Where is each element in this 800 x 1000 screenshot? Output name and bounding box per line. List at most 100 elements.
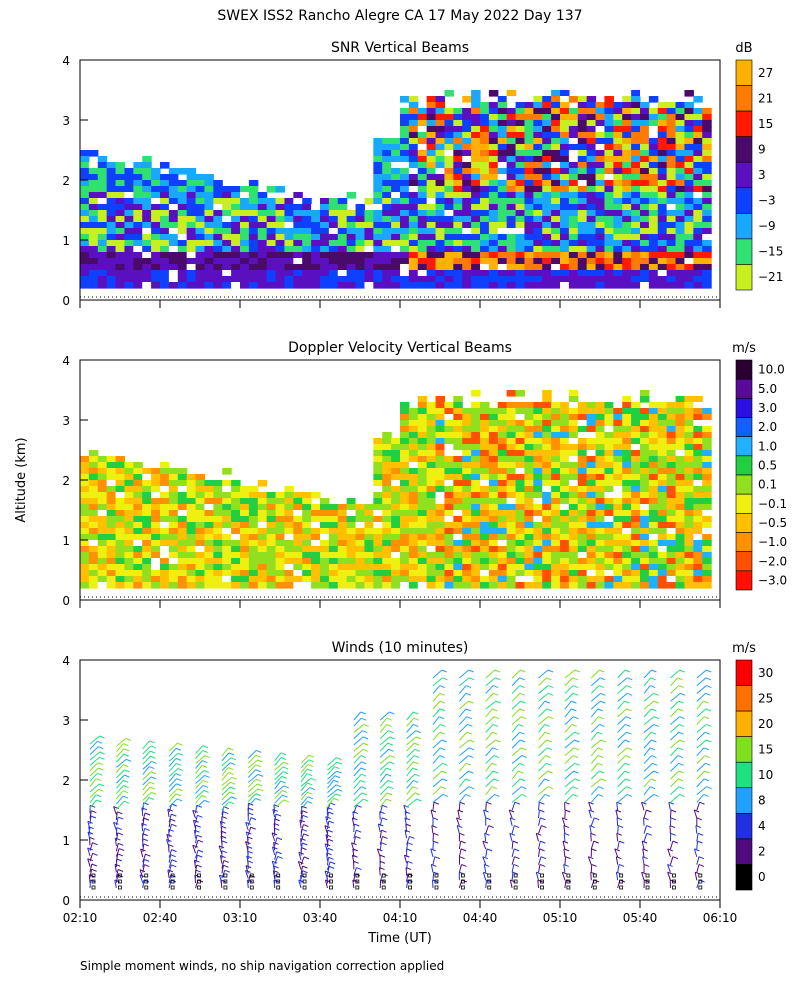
- wind-barb: [485, 669, 496, 679]
- wind-barb-flag: [300, 837, 306, 841]
- heat-cell: [364, 258, 374, 265]
- heat-cell: [577, 492, 588, 499]
- heat-cell: [444, 228, 454, 235]
- heat-cell: [471, 114, 481, 121]
- heat-cell: [124, 468, 134, 475]
- heat-cell: [355, 222, 366, 229]
- heat-cell: [417, 528, 428, 535]
- heat-cell: [604, 564, 614, 571]
- heat-cell: [328, 240, 339, 247]
- heat-cell: [177, 222, 188, 229]
- heat-cell: [480, 114, 490, 121]
- heat-cell: [124, 204, 134, 211]
- heat-cell: [408, 264, 419, 271]
- heat-cell: [222, 264, 232, 271]
- heat-cell: [657, 204, 668, 211]
- heat-cell: [266, 576, 277, 583]
- heat-cell: [133, 492, 143, 499]
- calm-marker: [645, 879, 650, 884]
- heat-cell: [400, 276, 410, 283]
- heat-cell: [577, 480, 588, 487]
- heat-cell: [462, 540, 472, 547]
- heat-cell: [533, 264, 543, 271]
- colorbar-units: m/s: [732, 341, 756, 356]
- heat-cell: [595, 474, 606, 481]
- heat-cell: [586, 468, 597, 475]
- heat-cell: [328, 276, 339, 283]
- heat-cell: [693, 270, 703, 277]
- heat-cell: [160, 234, 170, 241]
- wind-barb: [168, 778, 177, 788]
- heat-cell: [640, 282, 650, 289]
- wind-barb-flag: [572, 677, 579, 681]
- heat-cell: [97, 210, 108, 217]
- heat-cell: [80, 174, 90, 181]
- wind-barb: [406, 748, 416, 758]
- wind-barb: [643, 669, 652, 679]
- wind-barb-flag: [250, 826, 256, 830]
- heat-cell: [462, 408, 472, 415]
- heat-cell: [408, 174, 419, 181]
- heat-cell: [568, 216, 579, 223]
- heat-cell: [675, 186, 686, 193]
- heat-cell: [204, 528, 214, 535]
- heat-cell: [257, 558, 268, 565]
- heat-cell: [702, 474, 712, 481]
- heat-cell: [80, 264, 90, 271]
- heat-cell: [675, 516, 686, 523]
- calm-marker: [540, 885, 544, 890]
- heat-cell: [213, 180, 223, 187]
- wind-barb: [247, 793, 257, 802]
- heat-cell: [293, 504, 303, 511]
- wind-barb: [617, 685, 627, 694]
- heat-cell: [551, 96, 561, 103]
- heat-cell: [702, 144, 712, 151]
- wind-barb: [271, 832, 276, 842]
- wind-barb: [588, 802, 592, 811]
- heat-cell: [604, 234, 614, 241]
- heat-cell: [462, 576, 472, 583]
- heat-cell: [382, 558, 392, 565]
- heat-cell: [666, 204, 677, 211]
- heat-cell: [97, 492, 108, 499]
- heat-cell: [80, 198, 90, 205]
- wind-barb-flag: [564, 801, 570, 805]
- heat-cell: [560, 540, 570, 547]
- heat-cell: [311, 234, 321, 241]
- heat-cell: [631, 462, 641, 469]
- heat-cell: [80, 282, 90, 289]
- heat-cell: [595, 432, 606, 439]
- heat-cell: [311, 222, 321, 229]
- heat-cell: [506, 282, 517, 289]
- wind-barb: [221, 860, 225, 869]
- wind-barb: [643, 731, 652, 741]
- heat-cell: [266, 204, 277, 211]
- wind-barb-flag: [90, 804, 96, 808]
- heat-cell: [675, 276, 686, 283]
- wind-barb-flag: [465, 685, 472, 689]
- heat-cell: [471, 540, 481, 547]
- heat-cell: [648, 558, 659, 565]
- heat-cell: [133, 216, 143, 223]
- heat-cell: [702, 456, 712, 463]
- wind-barb: [115, 816, 119, 826]
- heat-cell: [231, 552, 241, 559]
- heat-cell: [693, 564, 703, 571]
- wind-barb: [300, 815, 304, 824]
- wind-barb: [538, 864, 541, 873]
- heat-cell: [666, 534, 677, 541]
- heat-cell: [382, 510, 392, 517]
- heat-cell: [524, 192, 534, 199]
- heat-cell: [524, 276, 534, 283]
- wind-barb: [432, 794, 444, 803]
- heat-cell: [640, 102, 650, 109]
- heat-cell: [462, 564, 472, 571]
- heat-cell: [106, 162, 117, 169]
- wind-barb-flag: [280, 757, 287, 760]
- heat-cell: [542, 234, 552, 241]
- calm-marker: [117, 879, 122, 884]
- wind-barb: [459, 739, 470, 749]
- heat-cell: [613, 426, 623, 433]
- heat-cell: [542, 492, 552, 499]
- heat-cell: [373, 258, 383, 265]
